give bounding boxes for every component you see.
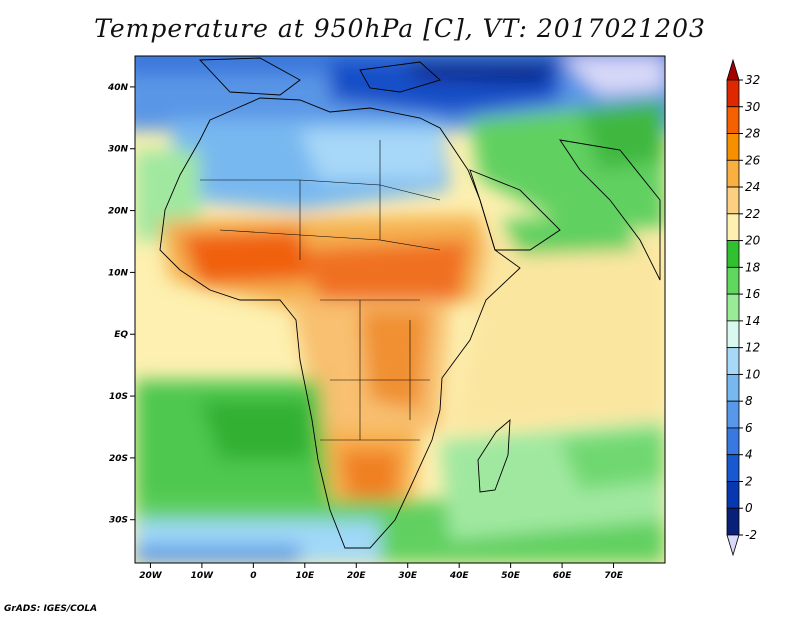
colorbar-level-label: 20 (745, 234, 761, 248)
colorbar-bottom-triangle (726, 534, 740, 557)
colorbar-top-triangle (726, 58, 740, 81)
colorbar-level-label: 6 (745, 421, 753, 435)
colorbar-swatch (726, 293, 740, 322)
lon-tick-label: 30E (398, 571, 418, 581)
colorbar-swatch (726, 374, 740, 402)
colorbar-swatch (726, 507, 740, 536)
lat-tick-label: 30S (109, 516, 128, 526)
colorbar-swatch (726, 400, 740, 429)
lon-tick-label: 10W (191, 571, 215, 581)
lon-tick-label: 10E (295, 571, 315, 581)
colorbar-swatch (726, 427, 740, 456)
lon-tick-label: 20W (139, 571, 163, 581)
lat-tick-label: 40N (107, 83, 129, 93)
colorbar-level-label: 32 (745, 73, 760, 87)
colorbar-level-label: 22 (745, 207, 760, 221)
colorbar-level-label: 4 (745, 448, 753, 462)
map-frame (134, 55, 666, 564)
colorbar-swatch (726, 159, 740, 188)
colorbar-swatch (726, 240, 740, 268)
lat-tick-label: 10S (109, 392, 128, 402)
lon-tick-label: 70E (604, 571, 624, 581)
grads-credit: GrADS: IGES/COLA (4, 604, 98, 614)
colorbar-level-label: -2 (745, 528, 757, 542)
colorbar-swatch (726, 186, 740, 215)
colorbar-swatch (726, 266, 740, 295)
colorbar-level-label: 10 (745, 367, 761, 381)
colorbar-level-label: 16 (745, 287, 761, 301)
colorbar-swatch (726, 481, 740, 509)
colorbar-level-label: 14 (745, 314, 760, 328)
colorbar-level-label: 2 (745, 474, 753, 488)
colorbar-swatch (726, 106, 740, 134)
lat-tick-label: 20S (109, 454, 128, 464)
colorbar-level-label: 12 (745, 341, 760, 355)
coastlines (159, 57, 661, 549)
lon-tick-label: 20E (347, 571, 367, 581)
lat-tick-label: 20N (108, 207, 129, 217)
lon-tick-label: 0 (250, 571, 256, 581)
map-field (135, 56, 665, 563)
colorbar-level-label: 18 (745, 260, 761, 274)
colorbar-level-label: 26 (745, 153, 761, 167)
colorbar-level-label: 28 (745, 127, 761, 141)
borders (200, 140, 441, 441)
lat-tick-label: EQ (114, 330, 128, 340)
lon-tick-label: 50E (501, 571, 521, 581)
colorbar-level-label: 30 (745, 100, 761, 114)
colorbar-swatch (726, 320, 740, 349)
colorbar-level-label: 8 (745, 394, 753, 408)
lon-tick-label: 40E (449, 571, 470, 581)
map-title: Temperature at 950hPa [C], VT: 201702120… (94, 14, 706, 43)
colorbar-swatch (726, 454, 740, 482)
colorbar-level-label: 24 (745, 180, 760, 194)
colorbar-swatch (726, 133, 740, 161)
colorbar-swatch (726, 347, 740, 375)
colorbar-level-label: 0 (745, 501, 753, 515)
lat-tick-label: 10N (108, 268, 129, 278)
colorbar-swatch (726, 79, 740, 108)
lon-tick-label: 60E (553, 571, 573, 581)
colorbar-swatch (726, 213, 740, 241)
lat-tick-label: 30N (108, 145, 129, 155)
